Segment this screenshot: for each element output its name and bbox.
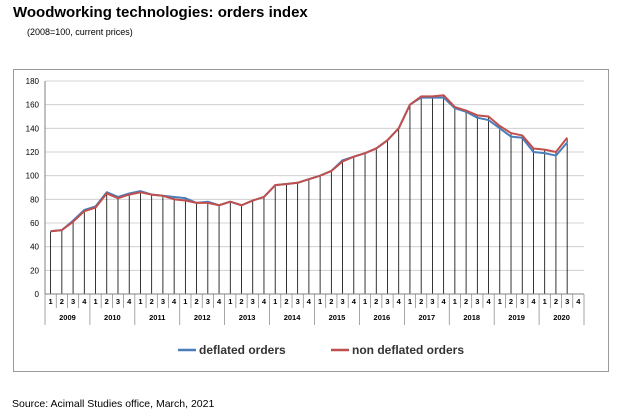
x-tick-label-quarter: 2 xyxy=(374,297,378,306)
series-line xyxy=(50,94,568,233)
x-tick-label-quarter: 4 xyxy=(127,297,132,306)
x-tick-label-year: 2017 xyxy=(418,313,435,322)
x-tick-label-quarter: 4 xyxy=(486,297,491,306)
x-tick-label-quarter: 3 xyxy=(430,297,434,306)
x-tick-label-quarter: 2 xyxy=(464,297,468,306)
chart-subtitle: (2008=100, current prices) xyxy=(27,27,133,37)
x-tick-label-quarter: 1 xyxy=(318,297,322,306)
x-tick-label-quarter: 4 xyxy=(531,297,536,306)
x-tick-label-year: 2018 xyxy=(463,313,480,322)
x-tick-label-quarter: 4 xyxy=(262,297,267,306)
x-tick-label-quarter: 3 xyxy=(565,297,569,306)
x-tick-label-quarter: 1 xyxy=(453,297,457,306)
x-tick-label-year: 2009 xyxy=(59,313,76,322)
legend-label: deflated orders xyxy=(199,343,286,357)
x-tick-label-quarter: 2 xyxy=(150,297,154,306)
y-tick-label: 0 xyxy=(35,290,40,299)
x-tick-label-quarter: 4 xyxy=(576,297,581,306)
gridlines xyxy=(45,80,584,271)
y-tick-labels: 0 20 40 60 80 100 120 140 160 180 xyxy=(26,77,40,299)
x-tick-label-quarter: 3 xyxy=(116,297,120,306)
y-tick-label: 80 xyxy=(30,195,39,204)
x-tick-label-quarter: 3 xyxy=(340,297,344,306)
x-tick-label-quarter: 4 xyxy=(352,297,357,306)
x-tick-label-quarter: 1 xyxy=(138,297,142,306)
x-tick-label-year: 2020 xyxy=(553,313,570,322)
y-tick-label: 180 xyxy=(26,77,40,86)
y-tick-label: 60 xyxy=(30,219,39,228)
x-tick-label-year: 2016 xyxy=(374,313,391,322)
x-tick-label-year: 2012 xyxy=(194,313,211,322)
x-tick-label-quarter: 1 xyxy=(363,297,367,306)
x-tick-label-quarter: 2 xyxy=(509,297,513,306)
drop-lines xyxy=(50,95,568,294)
x-tick-label-quarter: 3 xyxy=(475,297,479,306)
x-tick-label-quarter: 4 xyxy=(82,297,87,306)
axes xyxy=(44,81,585,325)
x-tick-label-quarter: 2 xyxy=(284,297,288,306)
x-tick-label-quarter: 4 xyxy=(307,297,312,306)
chart-frame xyxy=(13,69,609,372)
x-tick-label-quarter: 2 xyxy=(239,297,243,306)
x-tick-label-quarter: 3 xyxy=(71,297,75,306)
x-tick-label-quarter: 3 xyxy=(520,297,524,306)
x-tick-label-year: 2011 xyxy=(149,313,165,322)
x-tick-label-quarter: 1 xyxy=(49,297,53,306)
x-tick-label-quarter: 1 xyxy=(228,297,232,306)
x-tick-label-quarter: 1 xyxy=(543,297,547,306)
y-tick-label: 120 xyxy=(26,148,40,157)
x-tick-label-year: 2014 xyxy=(284,313,302,322)
x-tick-label-quarter: 1 xyxy=(183,297,187,306)
y-tick-label: 140 xyxy=(26,124,40,133)
y-tick-label: 100 xyxy=(26,172,40,181)
x-tick-label-quarter: 3 xyxy=(385,297,389,306)
x-tick-label-quarter: 2 xyxy=(419,297,423,306)
x-tick-label-quarter: 2 xyxy=(195,297,199,306)
x-tick-label-year: 2013 xyxy=(239,313,256,322)
chart-title: Woodworking technologies: orders index xyxy=(13,4,308,21)
x-tick-label-year: 2015 xyxy=(329,313,346,322)
source-note: Source: Acimall Studies office, March, 2… xyxy=(12,398,215,410)
x-tick-label-quarter: 4 xyxy=(172,297,177,306)
x-tick-label-quarter: 4 xyxy=(442,297,447,306)
series-lines xyxy=(50,94,568,233)
x-tick-label-quarter: 2 xyxy=(60,297,64,306)
x-tick-label-quarter: 3 xyxy=(206,297,210,306)
x-tick-label-year: 2019 xyxy=(508,313,525,322)
y-tick-label: 20 xyxy=(30,266,39,275)
x-tick-label-quarter: 1 xyxy=(498,297,502,306)
x-tick-label-quarter: 2 xyxy=(554,297,558,306)
x-tick-label-quarter: 2 xyxy=(329,297,333,306)
x-tick-label-quarter: 1 xyxy=(93,297,97,306)
legend: deflated orders non deflated orders xyxy=(178,343,464,357)
x-tick-label-quarter: 3 xyxy=(296,297,300,306)
legend-label: non deflated orders xyxy=(352,343,464,357)
x-tick-label-quarter: 3 xyxy=(161,297,165,306)
x-tick-label-quarter: 2 xyxy=(105,297,109,306)
x-tick-label-year: 2010 xyxy=(104,313,121,322)
x-tick-label-quarter: 4 xyxy=(217,297,222,306)
x-tick-label-quarter: 1 xyxy=(273,297,277,306)
x-tick-label-quarter: 4 xyxy=(397,297,402,306)
x-tick-label-quarter: 1 xyxy=(408,297,412,306)
x-tick-label-quarter: 3 xyxy=(251,297,255,306)
y-tick-label: 160 xyxy=(26,101,40,110)
y-tick-label: 40 xyxy=(30,243,39,252)
